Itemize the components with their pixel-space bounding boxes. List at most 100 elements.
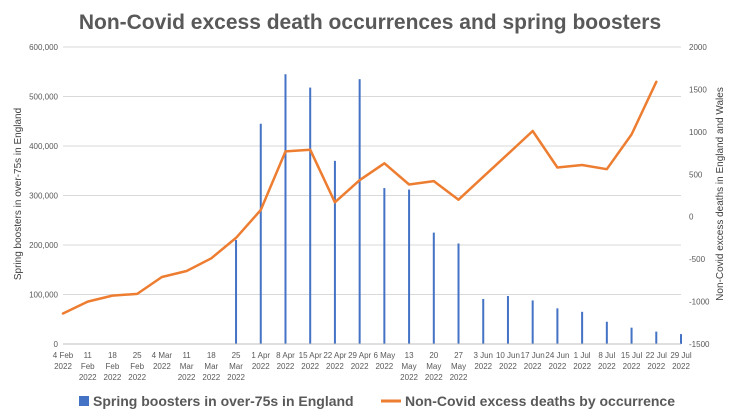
- x-tick-label: 20 May 2022: [425, 351, 443, 382]
- y-axis-right: -1500 -1000 -500 0 500 1000 1500 2000: [689, 43, 710, 349]
- x-tick-label-line: Feb: [130, 362, 144, 371]
- x-tick-label-line: 2022: [598, 362, 616, 371]
- x-tick-label-line: Mar: [180, 362, 194, 371]
- x-tick-label-line: 8 Apr: [276, 351, 295, 360]
- x-tick-label: 17 Jun 2022: [521, 351, 545, 371]
- y-right-tick-label: -1000: [689, 298, 710, 307]
- bar: [309, 87, 312, 344]
- x-tick-label: 18 Feb 2022: [104, 351, 122, 382]
- x-tick-label: 15 Apr 2022: [299, 351, 322, 371]
- x-tick-label: 11 Mar 2022: [178, 351, 196, 382]
- x-tick-label-line: 13: [405, 351, 414, 360]
- x-tick-label-line: 2022: [178, 373, 196, 382]
- x-tick-label-line: Mar: [229, 362, 243, 371]
- y-axis-right-label: Non-Covid excess deaths in England and W…: [715, 87, 726, 301]
- x-tick-label: 1 Jul 2022: [573, 351, 591, 371]
- bar: [655, 331, 658, 344]
- x-tick-label-line: 25: [232, 351, 241, 360]
- x-tick-label-line: 2022: [450, 373, 468, 382]
- x-tick-label: 1 Apr 2022: [251, 351, 270, 371]
- x-tick-label: 22 Apr 2022: [323, 351, 346, 371]
- bar: [581, 311, 584, 344]
- legend-swatch-boosters: [79, 396, 89, 406]
- x-tick-label-line: 8 Jul: [598, 351, 615, 360]
- x-tick-label-line: 15 Jul: [621, 351, 643, 360]
- x-tick-label-line: 2022: [153, 362, 171, 371]
- x-tick-label-line: May: [402, 362, 417, 371]
- bar: [408, 189, 411, 344]
- x-tick-label: 11 Feb 2022: [79, 351, 97, 382]
- x-tick-label: 18 Mar 2022: [202, 351, 220, 382]
- x-tick-label-line: Feb: [106, 362, 120, 371]
- y-left-tick-label: 100,000: [29, 291, 58, 300]
- chart-title: Non-Covid excess death occurrences and s…: [79, 11, 661, 34]
- gridlines: [63, 46, 681, 345]
- x-tick-label-line: 2022: [277, 362, 295, 371]
- x-tick-label-line: 2022: [351, 362, 369, 371]
- y-right-tick-label: 0: [689, 213, 694, 222]
- x-tick-label-line: 24 Jun: [545, 351, 569, 360]
- y-right-tick-label: -500: [689, 255, 706, 264]
- x-tick-label-line: 2022: [79, 373, 97, 382]
- bar: [235, 240, 238, 344]
- bar: [506, 295, 509, 344]
- x-tick-label-line: 29 Jul: [670, 351, 692, 360]
- x-tick-label: 3 Jun 2022: [473, 351, 493, 371]
- x-tick-label: 8 Apr 2022: [276, 351, 295, 371]
- bar: [333, 160, 336, 344]
- x-tick-label: 6 May 2022: [373, 351, 395, 371]
- legend-label-boosters: Spring boosters in over-75s in England: [93, 393, 354, 409]
- x-tick-label-line: 2022: [647, 362, 665, 371]
- x-tick-label: 15 Jul 2022: [621, 351, 643, 371]
- x-tick-label-line: 2022: [524, 362, 542, 371]
- bar-series-boosters: [235, 74, 682, 345]
- y-axis-left: 0 100,000 200,000 300,000 400,000 500,000 600,…: [29, 43, 58, 349]
- y-axis-left-label: Spring boosters in over-75s in England: [13, 108, 24, 280]
- y-right-tick-label: -1500: [689, 340, 710, 349]
- bar: [383, 188, 386, 344]
- bar: [358, 79, 361, 345]
- bar: [556, 308, 559, 344]
- x-tick-label: 29 Apr 2022: [348, 351, 371, 371]
- x-tick-label-line: 2022: [301, 362, 319, 371]
- x-tick-label-line: 6 May: [373, 351, 395, 360]
- y-left-tick-label: 400,000: [29, 142, 58, 151]
- x-tick-label-line: 2022: [54, 362, 72, 371]
- x-tick-label-line: 18: [207, 351, 216, 360]
- bar: [432, 232, 435, 344]
- x-tick-label-line: 27: [454, 351, 463, 360]
- x-tick-label-line: 2022: [573, 362, 591, 371]
- x-tick-label-line: 4 Feb: [53, 351, 74, 360]
- x-tick-label-line: May: [426, 362, 441, 371]
- x-tick-label-line: 2022: [326, 362, 344, 371]
- x-tick-label-line: 2022: [672, 362, 690, 371]
- x-tick-label-line: May: [451, 362, 466, 371]
- x-tick-label-line: 2022: [128, 373, 146, 382]
- x-tick-label-line: 2022: [227, 373, 245, 382]
- bar: [531, 300, 534, 344]
- y-right-tick-label: 500: [689, 170, 703, 179]
- x-tick-label-line: 2022: [252, 362, 270, 371]
- x-tick-label-line: 2022: [474, 362, 492, 371]
- x-tick-label-line: 2022: [375, 362, 393, 371]
- bar: [482, 298, 485, 344]
- x-tick-label: 4 Feb 2022: [53, 351, 74, 371]
- y-left-tick-label: 600,000: [29, 43, 58, 52]
- bar: [680, 334, 682, 344]
- x-tick-label: 25 Mar 2022: [227, 351, 245, 382]
- x-tick-label: 24 Jun 2022: [545, 351, 569, 371]
- x-tick-label-line: 11: [84, 351, 93, 360]
- x-tick-label-line: 1 Jul: [574, 351, 591, 360]
- x-tick-label-line: 2022: [623, 362, 641, 371]
- bar: [259, 123, 262, 344]
- x-tick-label-line: 20: [429, 351, 438, 360]
- y-right-tick-label: 2000: [689, 43, 707, 52]
- bar: [605, 321, 608, 344]
- x-tick-label-line: 1 Apr: [251, 351, 270, 360]
- x-tick-label-line: 15 Apr: [299, 351, 322, 360]
- bar: [630, 327, 633, 344]
- x-tick-label-line: 2022: [104, 373, 122, 382]
- x-tick-label-line: 29 Apr: [348, 351, 371, 360]
